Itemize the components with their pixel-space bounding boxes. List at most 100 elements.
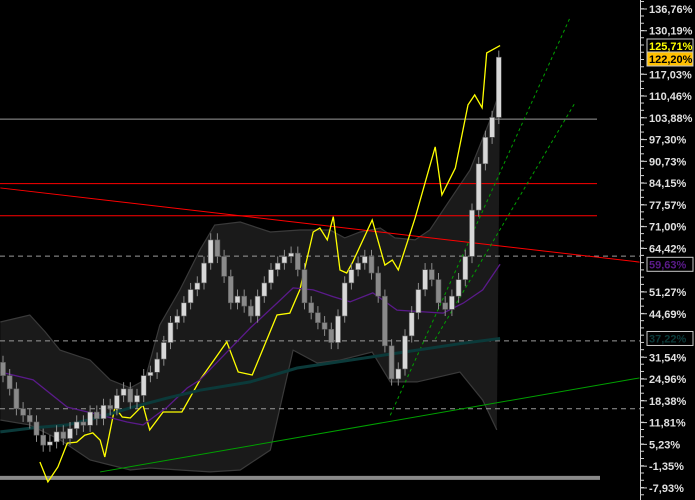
candle: [308, 302, 315, 314]
indicator-line: [39, 45, 501, 484]
candle: [395, 368, 402, 380]
candle: [234, 295, 241, 304]
candle: [281, 256, 288, 264]
candle: [94, 411, 100, 419]
candle: [187, 289, 194, 304]
candle: [348, 269, 355, 284]
candle: [462, 256, 469, 280]
y-tick-label: -7,93%: [649, 483, 684, 495]
candle: [274, 262, 281, 270]
candle: [328, 328, 335, 343]
y-axis: 136,76% 130,19% 117,03% 110,46% 103,88% 97,30…: [640, 0, 693, 500]
y-tick-label: -1,35%: [649, 461, 684, 473]
candle: [47, 441, 53, 446]
y-tick-label: 51,27%: [649, 287, 687, 299]
candle: [214, 239, 221, 257]
candle: [221, 256, 227, 277]
trend-line: [434, 102, 576, 340]
candle: [368, 256, 375, 274]
candle: [489, 117, 495, 138]
candle: [482, 136, 489, 165]
candle: [361, 256, 368, 264]
y-tick-label: 136,76%: [649, 4, 693, 16]
candle: [174, 315, 180, 323]
candle: [201, 262, 207, 284]
candle: [140, 375, 147, 396]
candle: [120, 388, 127, 396]
candle: [254, 295, 261, 317]
candle: [455, 279, 462, 297]
candle: [495, 56, 502, 118]
candle: [53, 431, 60, 443]
price-label: 37,22%: [649, 333, 687, 345]
candle: [435, 279, 442, 304]
candle: [375, 272, 382, 297]
candle: [315, 312, 321, 323]
lower-band-line: [0, 349, 498, 473]
candle: [154, 358, 160, 373]
price-label: 125,71%: [649, 41, 693, 53]
y-tick-label: 64,42%: [649, 243, 687, 255]
y-tick-label: 11,81%: [649, 418, 686, 430]
candle: [73, 421, 80, 429]
candles: [0, 50, 502, 452]
candle: [408, 312, 415, 337]
candle: [26, 415, 33, 423]
upper-band-line: [0, 89, 501, 389]
candle: [228, 276, 234, 304]
candle: [107, 405, 113, 410]
price-label: 122,20%: [649, 54, 693, 66]
y-tick-label: 5,23%: [649, 439, 680, 451]
candle: [341, 282, 348, 317]
candle: [388, 345, 395, 380]
candle: [60, 431, 67, 439]
y-tick-label: 24,96%: [649, 374, 687, 386]
candle: [321, 322, 328, 330]
candle: [13, 388, 20, 410]
candle: [382, 295, 388, 347]
candle: [207, 239, 214, 264]
candle: [428, 269, 435, 280]
candle: [167, 322, 174, 343]
candle: [67, 428, 73, 439]
price-label-box: [646, 256, 694, 272]
bollinger-bands: [0, 89, 501, 473]
y-tick-label: 71,00%: [649, 222, 687, 234]
candle: [248, 305, 254, 317]
indicator-line: [0, 263, 501, 426]
candle: [181, 302, 187, 317]
indicator-line: [0, 337, 501, 434]
price-labels: 125,71%122,20% 59,63% 37,22%: [646, 38, 694, 346]
candle: [20, 408, 26, 416]
y-tick-label: 77,57%: [649, 200, 687, 212]
candle: [134, 395, 140, 403]
candle: [294, 252, 301, 270]
candle: [80, 421, 87, 426]
candle: [87, 411, 93, 426]
candle: [335, 315, 341, 343]
band-fill: [0, 90, 501, 472]
candle: [268, 269, 274, 284]
y-tick-label: 44,69%: [649, 309, 687, 321]
candle: [261, 282, 268, 297]
candle: [475, 163, 482, 211]
candle: [402, 335, 408, 370]
candle: [127, 388, 134, 403]
candle: [449, 295, 455, 310]
y-tick-label: 117,03%: [649, 69, 692, 81]
y-tick-label: 90,73%: [649, 156, 687, 168]
indicator-lines: [0, 45, 501, 484]
trend-line: [0, 187, 640, 263]
price-label: 59,63%: [649, 259, 687, 271]
y-tick-label: 103,88%: [649, 113, 693, 125]
y-tick-label: 84,15%: [649, 178, 687, 190]
horizontal-lines: [0, 118, 640, 480]
price-label-box: [646, 51, 694, 67]
candle: [469, 209, 475, 257]
y-tick-label: 18,38%: [649, 396, 687, 408]
candle: [301, 269, 308, 304]
y-tick-label: 130,19%: [649, 26, 693, 38]
candle: [100, 405, 107, 419]
y-tick-label: 97,30%: [649, 135, 687, 147]
